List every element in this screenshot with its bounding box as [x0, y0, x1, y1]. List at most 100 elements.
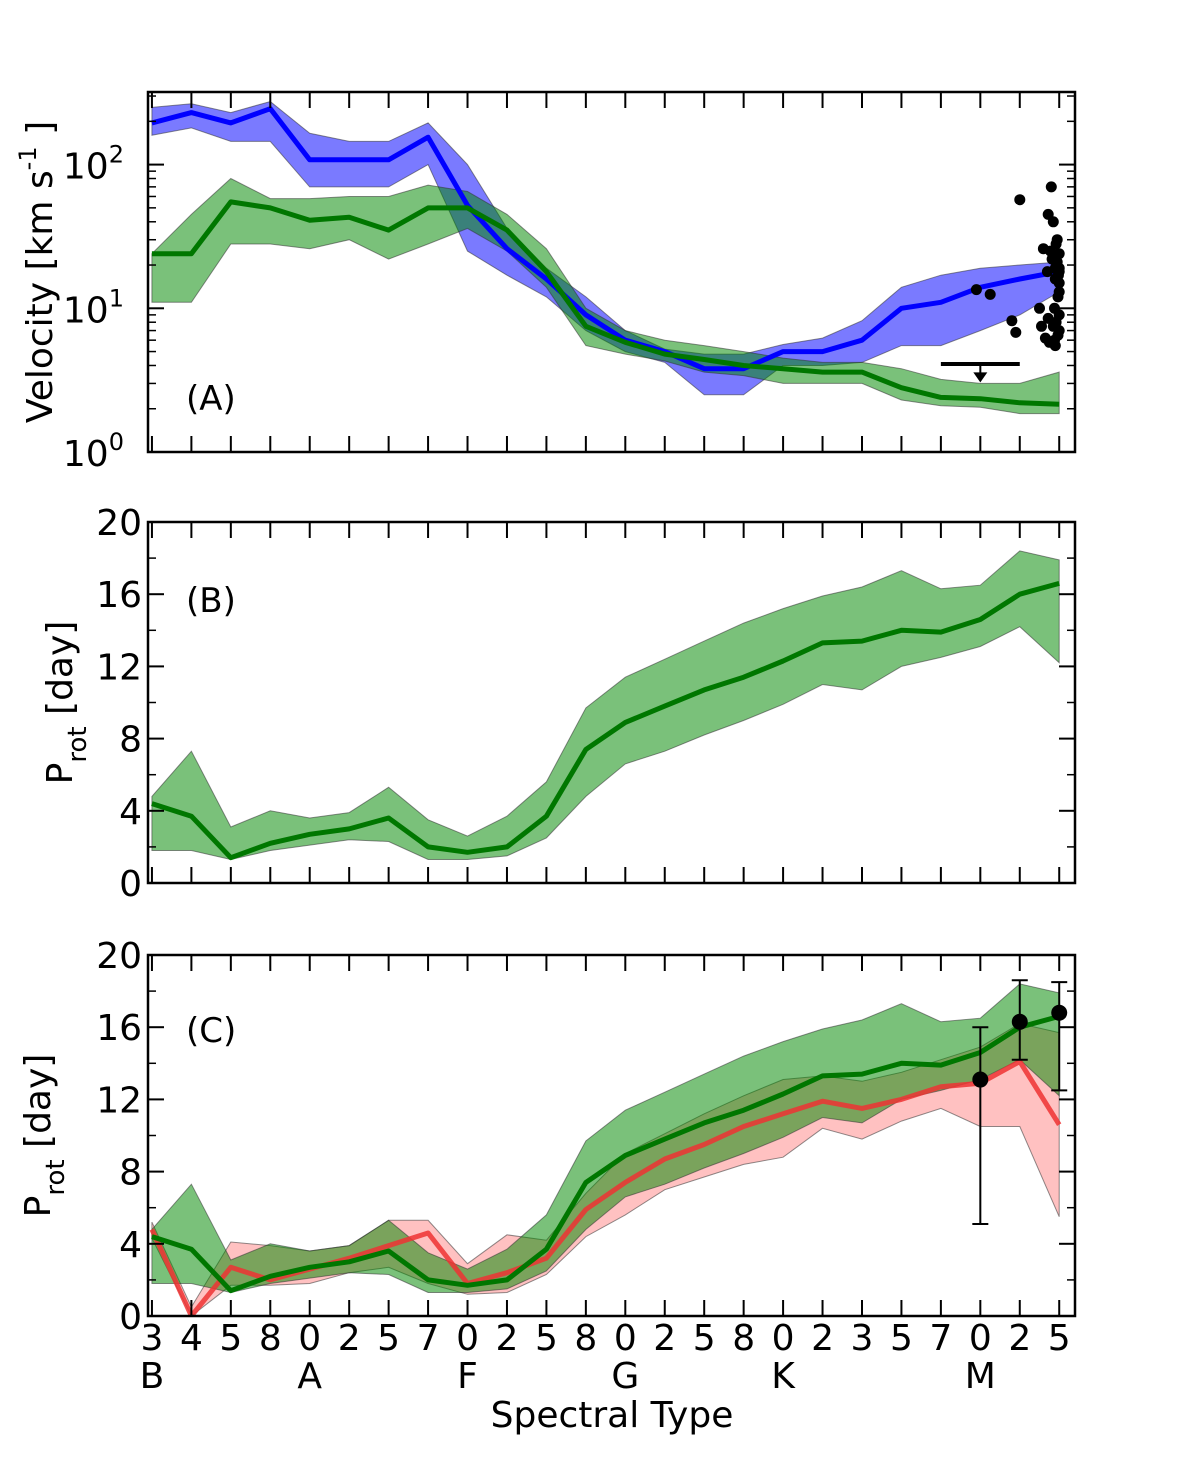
line-green: [151, 199, 1060, 407]
plot-area: [151, 100, 1065, 415]
spectral-class-label: G: [611, 1356, 639, 1397]
scatter-point: [984, 288, 996, 300]
scatter-point: [1053, 325, 1065, 337]
scatter-point: [1045, 181, 1057, 193]
y-axis-label-main: P: [18, 1196, 59, 1218]
x-tick-label: 8: [574, 1318, 597, 1359]
x-tick-label: 2: [653, 1318, 676, 1359]
x-tick-label: 2: [811, 1318, 834, 1359]
spectral-class-label: A: [297, 1356, 322, 1397]
y-tick-label: 102: [63, 141, 124, 188]
x-tick-label: 5: [219, 1318, 242, 1359]
scatter-point: [1049, 340, 1061, 352]
x-tick-label: 4: [180, 1318, 203, 1359]
band-green: [151, 983, 1060, 1294]
scatter-point: [1053, 309, 1065, 321]
y-tick-label: 8: [119, 1153, 142, 1194]
panel-label: (A): [186, 379, 236, 419]
x-tick-label: 3: [851, 1318, 874, 1359]
y-axis-label: Prot [day]: [18, 1054, 71, 1218]
errorbar-point: [1011, 1013, 1028, 1030]
x-tick-label: 3: [140, 1318, 163, 1359]
panel-2: 0 4 8 12 16 20 (C) Prot [day]: [18, 936, 1077, 1338]
y-tick-label-base: 10: [63, 434, 109, 475]
x-tick-label: 0: [969, 1318, 992, 1359]
spectral-class-label: B: [140, 1356, 165, 1397]
x-tick-label: 7: [417, 1318, 440, 1359]
y-tick-label: 16: [96, 575, 142, 616]
x-tick-label: 0: [456, 1318, 479, 1359]
y-tick-label: 8: [119, 720, 142, 761]
x-tick-label: 7: [929, 1318, 952, 1359]
y-axis-label-end: [day]: [40, 621, 81, 727]
scatter-point: [1053, 248, 1065, 260]
y-tick-label-base: 10: [63, 290, 109, 331]
y-tick-label: 20: [96, 936, 142, 977]
y-axis-label-sup: -1: [14, 146, 42, 170]
y-tick-label-exp: 2: [109, 141, 124, 169]
y-tick-label: 0: [119, 864, 142, 905]
panel-1: 0 4 8 12 16 20 (B) Prot [day]: [40, 503, 1077, 905]
errorbar-point: [1051, 1004, 1068, 1021]
y-axis-label-sub: rot: [41, 1159, 71, 1195]
errorbar-point: [972, 1071, 989, 1088]
spectral-class-label: F: [457, 1356, 478, 1397]
x-tick-label: 5: [890, 1318, 913, 1359]
x-tick-label: 0: [614, 1318, 637, 1359]
plot-area: [151, 550, 1060, 861]
line-green: [151, 580, 1060, 861]
y-tick-label: 4: [119, 1225, 142, 1266]
scatter-point: [1053, 266, 1065, 278]
scatter-point: [1047, 216, 1059, 228]
band-green: [151, 550, 1060, 861]
x-tick-label: 0: [772, 1318, 795, 1359]
x-tick-label: 5: [377, 1318, 400, 1359]
y-tick-label: 4: [119, 792, 142, 833]
line-blue: [151, 106, 1060, 372]
band-blue: [151, 100, 1060, 396]
x-tick-label: 8: [259, 1318, 282, 1359]
scatter-point: [1034, 302, 1045, 314]
scatter-point: [1051, 234, 1063, 246]
y-axis-label-main: Velocity [km s: [20, 170, 61, 423]
band-green: [151, 177, 1060, 415]
spectral-class-label: K: [771, 1356, 796, 1397]
y-axis-label-end: [day]: [18, 1054, 59, 1160]
scatter-point: [1053, 286, 1065, 298]
scatter-point: [970, 284, 982, 296]
y-axis-label: Prot [day]: [40, 621, 93, 785]
panel-label: (B): [186, 581, 236, 621]
x-tick-label: 5: [1048, 1318, 1071, 1359]
x-tick-label: 2: [338, 1318, 361, 1359]
y-axis-label-main: P: [40, 763, 81, 785]
axes-frame: [146, 90, 1077, 454]
x-tick-label: 0: [298, 1318, 321, 1359]
x-tick-label: 5: [535, 1318, 558, 1359]
y-axis-label: Velocity [km s-1 ]: [14, 121, 61, 423]
panel-label: (C): [186, 1011, 236, 1051]
y-tick-label: 12: [96, 1080, 142, 1121]
y-tick-label: 16: [96, 1008, 142, 1049]
x-axis-title: Spectral Type: [491, 1395, 734, 1436]
x-tick-label: 2: [496, 1318, 519, 1359]
scatter-point: [1006, 315, 1018, 327]
x-tick-label: 5: [693, 1318, 716, 1359]
y-tick-label-exp: 1: [109, 284, 124, 312]
scatter-point: [1014, 194, 1026, 206]
spectral-class-label: M: [965, 1356, 996, 1397]
y-axis-label-sub: rot: [63, 726, 93, 762]
x-tick-label: 8: [732, 1318, 755, 1359]
y-tick-label: 12: [96, 647, 142, 688]
scatter-point: [1053, 277, 1065, 289]
plot-area: [149, 983, 1062, 1316]
scatter-point: [1036, 320, 1047, 332]
x-tick-label: 2: [1008, 1318, 1031, 1359]
y-tick-label: 20: [96, 503, 142, 544]
y-tick-label: 101: [63, 284, 124, 331]
y-tick-label-exp: 0: [109, 428, 124, 456]
line-green: [151, 1013, 1060, 1294]
upper-limit-arrow-head: [973, 372, 988, 383]
